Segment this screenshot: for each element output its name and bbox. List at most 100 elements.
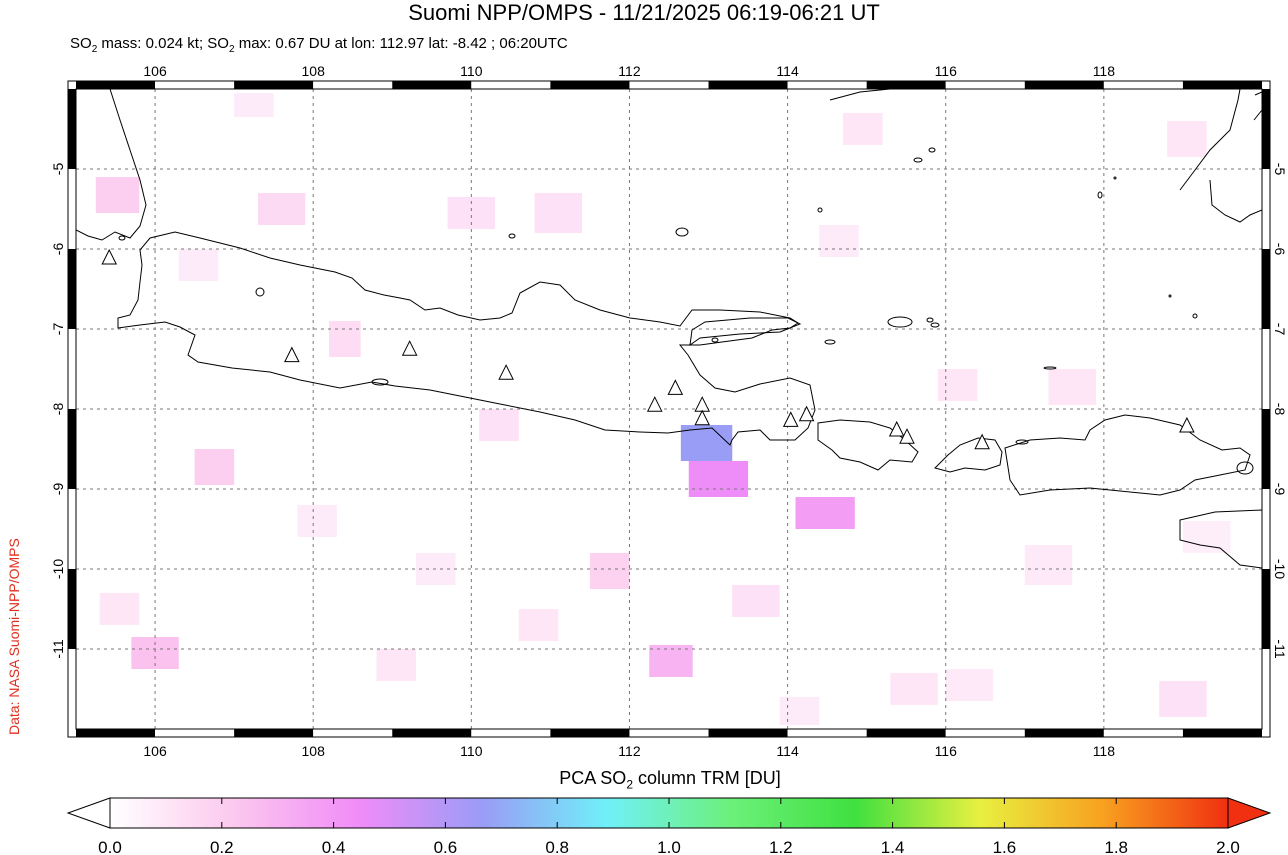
frame-segment	[1262, 89, 1270, 169]
lat-tick-label-left: -5	[50, 163, 66, 176]
volcano-triangle-icon	[694, 409, 711, 426]
volcano-triangle-icon	[899, 428, 915, 444]
lat-tick-label-right: -10	[1272, 559, 1288, 579]
so2-pixel	[842, 113, 883, 145]
lon-tick-label-top: 108	[302, 63, 326, 79]
lat-tick-label-right: -11	[1272, 639, 1288, 658]
frame-segment	[945, 81, 1025, 89]
frame-segment	[1262, 169, 1270, 249]
so2-pixel	[1159, 681, 1207, 717]
frame-segment	[629, 729, 709, 737]
so2-pixel	[257, 193, 306, 225]
volcano-triangle-icon	[284, 346, 300, 363]
so2-pixel	[234, 93, 274, 117]
so2-pixel	[518, 609, 559, 641]
frame-segment	[1262, 329, 1270, 409]
axis-labels: 106 106 108 108 110 110 112 112 114 114 116 116 118 1…	[50, 63, 1288, 759]
frame-segment	[866, 729, 946, 737]
colorbar-tick-label: 0.0	[98, 838, 122, 855]
frame-segment	[945, 729, 1025, 737]
so2-pixel	[376, 649, 416, 681]
so2-pixel	[329, 321, 361, 357]
lon-tick-label-top: 118	[1093, 63, 1116, 79]
volcano-triangle-icon	[1179, 416, 1195, 433]
volcano-triangle-icon	[782, 411, 799, 427]
lat-tick-label-right: -8	[1272, 403, 1288, 416]
colorbar-tick-label: 1.4	[881, 838, 905, 855]
so2-pixel	[297, 505, 337, 537]
lon-tick-label-bottom: 110	[460, 743, 483, 759]
frame-segment	[1262, 569, 1270, 649]
so2-pixel	[1167, 121, 1207, 157]
so2-pixel	[178, 249, 219, 281]
frame-segment	[787, 729, 867, 737]
colorbar-ticks: 0.0 0.2 0.4 0.6 0.8 1.0 1.2 1.4 1.6 1.8 2.0	[98, 798, 1240, 855]
colorbar-tick-label: 1.2	[769, 838, 793, 855]
so2-pixel	[945, 669, 994, 701]
frame-segment	[68, 89, 76, 169]
frame-segment	[313, 81, 393, 89]
colorbar-tick-label: 0.8	[545, 838, 569, 855]
so2-pixel	[649, 645, 693, 677]
lon-tick-label-top: 114	[776, 63, 799, 79]
volcano-triangle-icon	[101, 248, 118, 265]
frame-segment	[1182, 729, 1262, 737]
so2-pixel	[1182, 521, 1231, 553]
so2-pixel	[479, 409, 519, 441]
so2-pixel	[589, 553, 630, 589]
colorbar-title: PCA SO2 column TRM [DU]	[559, 768, 781, 792]
so2-map: 106 106 108 108 110 110 112 112 114 114 116 116 118 1…	[50, 63, 1288, 759]
frame-segment	[68, 329, 76, 409]
frame-segment	[234, 81, 314, 89]
frame-segment	[76, 81, 156, 89]
lon-tick-label-bottom: 114	[776, 743, 799, 759]
frame-segment	[392, 729, 472, 737]
so2-pixel	[1024, 545, 1073, 585]
frame-segment	[1103, 729, 1183, 737]
lat-tick-label-left: -11	[50, 639, 66, 658]
frame-segment	[155, 81, 235, 89]
colorbar-tick-label: 0.2	[210, 838, 234, 855]
lat-tick-label-right: -5	[1272, 163, 1288, 176]
frame-segment	[392, 81, 472, 89]
lon-tick-label-bottom: 106	[143, 743, 167, 759]
lat-tick-label-left: -9	[50, 483, 66, 496]
coastlines	[76, 89, 1262, 569]
frame-outline	[67, 80, 1271, 738]
colorbar-tick-label: 0.4	[322, 838, 346, 855]
so2-pixel	[795, 497, 855, 529]
lon-tick-label-top: 112	[618, 63, 641, 79]
frame-segment	[629, 81, 709, 89]
lon-tick-label-bottom: 116	[935, 743, 958, 759]
frame-segment	[787, 81, 867, 89]
so2-pixel	[99, 593, 140, 625]
lon-tick-label-top: 106	[143, 63, 167, 79]
lon-tick-label-bottom: 108	[302, 743, 326, 759]
so2-summary: SO2 mass: 0.024 kt; SO2 max: 0.67 DU at …	[70, 35, 568, 55]
colorbar-max-arrow	[1227, 797, 1272, 829]
frame-segment	[866, 81, 946, 89]
colorbar-tick-label: 1.8	[1104, 838, 1128, 855]
frame-segment	[68, 409, 76, 489]
lon-tick-label-top: 110	[460, 63, 483, 79]
frame-segment	[1103, 81, 1183, 89]
plot-outline	[75, 88, 1263, 730]
frame-segment	[68, 649, 76, 729]
colorbar-min-arrow	[66, 797, 111, 829]
frame-segment	[68, 169, 76, 249]
so2-pixel	[779, 697, 820, 725]
volcano-triangle-icon	[667, 379, 684, 395]
frame-segment	[234, 729, 314, 737]
frame-segment	[68, 569, 76, 649]
so2-pixel	[534, 193, 583, 233]
so2-pixel	[1048, 369, 1096, 405]
map-title: Suomi NPP/OMPS - 11/21/2025 06:19-06:21 …	[408, 0, 880, 25]
frame-segment	[708, 729, 788, 737]
frame-segment	[68, 489, 76, 569]
colorbar-tick-label: 0.6	[434, 838, 458, 855]
lat-tick-label-left: -6	[50, 243, 66, 256]
so2-pixel	[194, 449, 235, 485]
lat-tick-label-left: -10	[50, 559, 66, 579]
frame-segment	[1262, 649, 1270, 729]
colorbar-tick-label: 1.6	[993, 838, 1017, 855]
